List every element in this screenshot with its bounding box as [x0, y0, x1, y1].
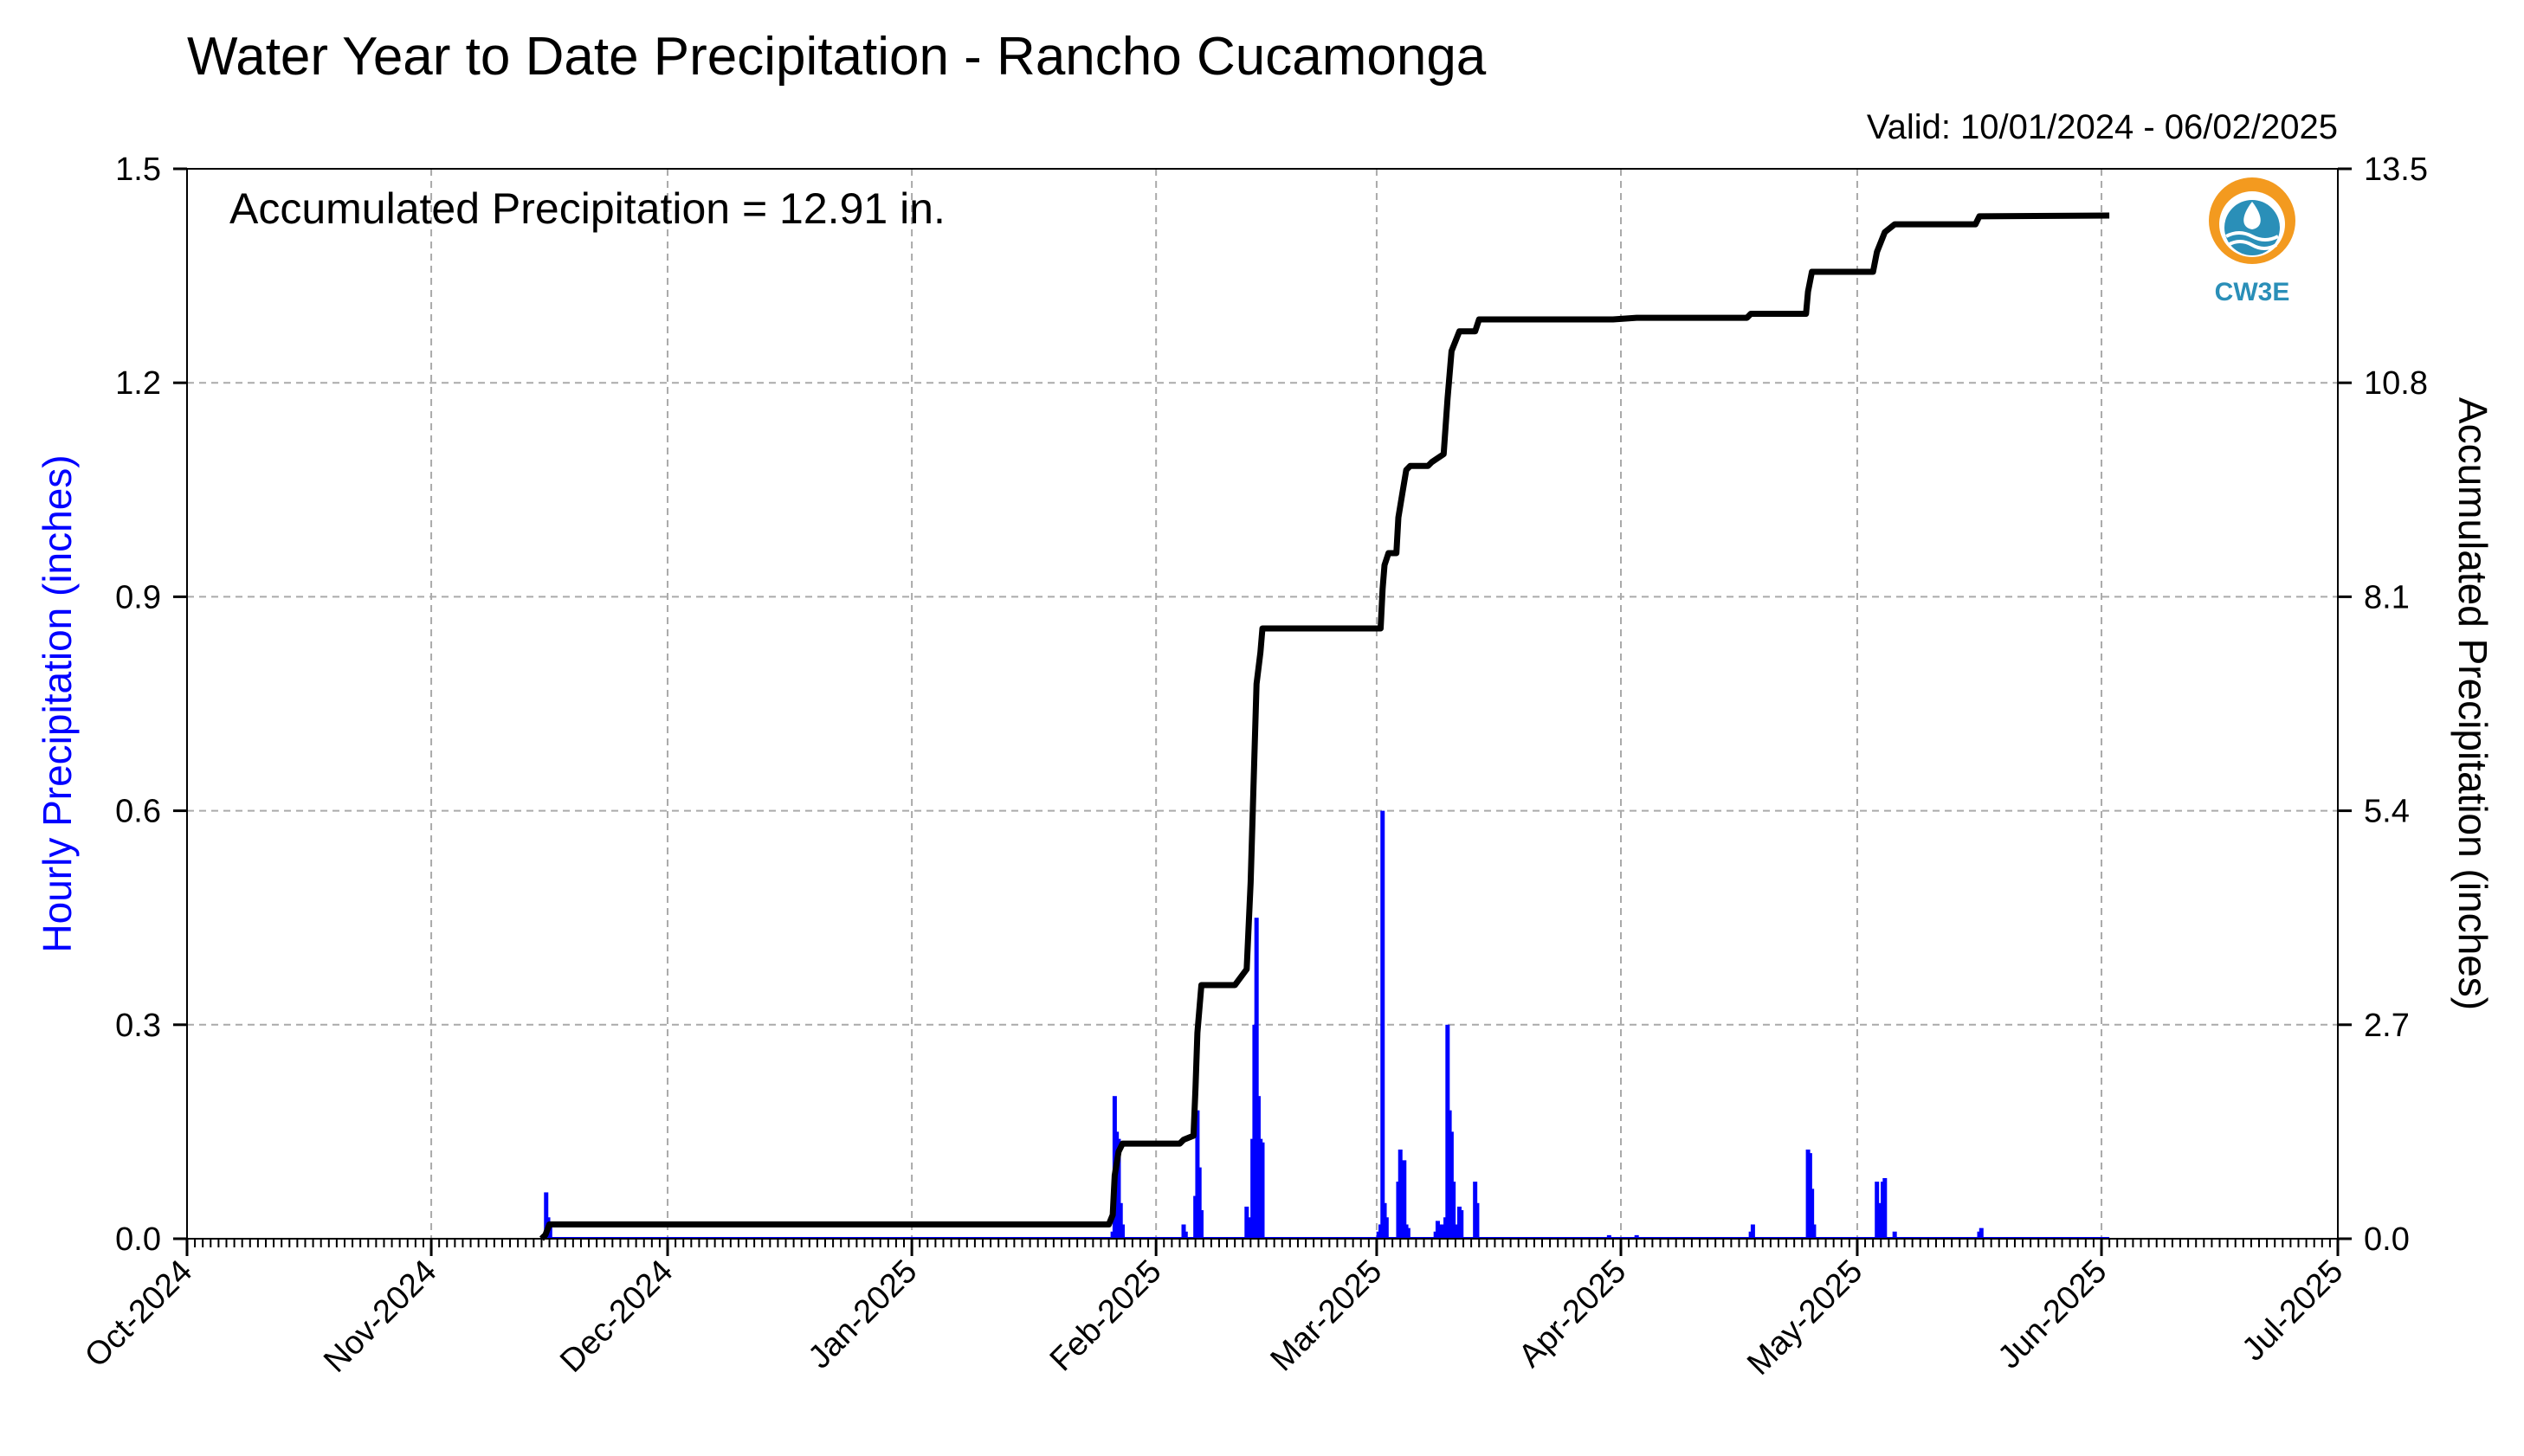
- hourly-bar: [1435, 1221, 1440, 1239]
- accumulated-line-group: [539, 212, 2110, 1241]
- y-left-tick-label: 1.2: [115, 365, 161, 402]
- y-left-tick-label: 0.0: [115, 1221, 161, 1258]
- right-axis-label: Accumulated Precipitation (inches): [2450, 397, 2495, 1010]
- hourly-bar: [547, 1224, 552, 1239]
- hourly-bar: [1402, 1160, 1407, 1239]
- hourly-bar: [1811, 1224, 1817, 1239]
- accumulated-annotation: Accumulated Precipitation = 12.91 in.: [229, 184, 946, 233]
- hourly-bar: [1459, 1210, 1464, 1239]
- hourly-bar: [1882, 1177, 1888, 1239]
- hourly-bar: [544, 1192, 549, 1239]
- y-left-tick-label: 0.6: [115, 794, 161, 830]
- hourly-bar: [1810, 1189, 1815, 1239]
- y-left-tick-label: 0.3: [115, 1008, 161, 1044]
- y-left-tick-label: 0.9: [115, 579, 161, 615]
- y-right-tick-label: 8.1: [2364, 579, 2410, 615]
- y-right-tick-label: 5.4: [2364, 794, 2410, 830]
- left-axis-label: Hourly Precipitation (inches): [35, 454, 80, 952]
- hourly-bar: [1197, 1167, 1202, 1239]
- hourly-bar: [1750, 1224, 1755, 1239]
- right-axis-ticks: 0.0 2.7 5.4 8.1 10.8 13.5: [2338, 151, 2428, 1258]
- hourly-bar: [1979, 1227, 1984, 1239]
- logo-wave2-icon: [2227, 240, 2277, 250]
- hourly-bar: [1876, 1202, 1882, 1239]
- y-right-tick-label: 13.5: [2364, 151, 2428, 188]
- cw3e-logo: CW3E: [2209, 177, 2295, 306]
- hourly-bar: [1246, 1217, 1251, 1239]
- hourly-bar: [1183, 1231, 1188, 1239]
- hourly-bar: [1260, 1142, 1265, 1239]
- hourly-bar: [1198, 1210, 1204, 1239]
- hourly-bar: [1384, 1217, 1389, 1239]
- hourly-bar: [1120, 1224, 1125, 1239]
- chart-title: Water Year to Date Precipitation - Ranch…: [187, 27, 1487, 87]
- hourly-bar: [1892, 1231, 1897, 1239]
- hourly-bar: [1453, 1224, 1458, 1239]
- y-right-tick-label: 0.0: [2364, 1221, 2410, 1258]
- hourly-bar: [1634, 1234, 1639, 1239]
- hourly-bar: [1451, 1182, 1456, 1239]
- logo-text: CW3E: [2215, 278, 2290, 306]
- y-right-tick-label: 2.7: [2364, 1008, 2410, 1044]
- logo-drop-icon: [2243, 202, 2261, 229]
- accumulated-line: [539, 212, 2110, 1241]
- hourly-bar: [1116, 1138, 1121, 1239]
- y-right-tick-label: 10.8: [2364, 365, 2428, 402]
- hourly-bar: [1606, 1234, 1611, 1239]
- grid-lines: [187, 169, 2338, 1239]
- logo-wave-icon: [2225, 231, 2279, 242]
- left-axis-ticks: 0.0 0.3 0.6 0.9 1.2 1.5: [115, 151, 187, 1258]
- y-left-tick-label: 1.5: [115, 151, 161, 188]
- hourly-bar: [1118, 1202, 1123, 1239]
- hourly-bar: [1405, 1227, 1410, 1239]
- hourly-bar: [1475, 1202, 1480, 1239]
- chart-subtitle: Valid: 10/01/2024 - 06/02/2025: [1867, 108, 2338, 146]
- hourly-bar: [1254, 918, 1259, 1239]
- plot-frame: [186, 168, 2339, 1240]
- hourly-bar: [1380, 810, 1385, 1239]
